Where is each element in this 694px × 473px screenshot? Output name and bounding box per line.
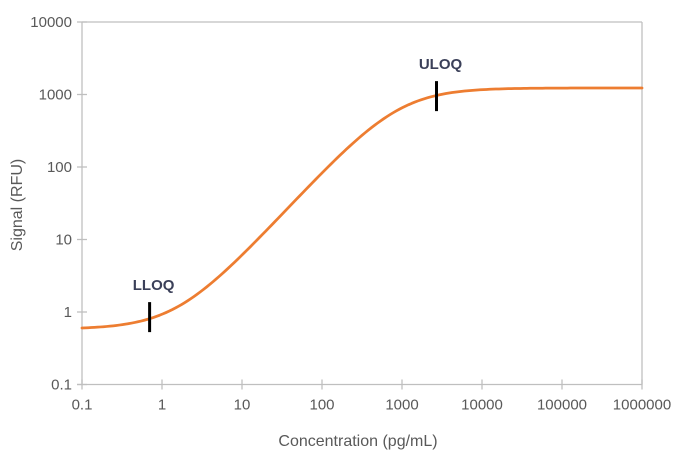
y-tick-label: 0.1 (51, 377, 72, 394)
uloq-label: ULOQ (419, 56, 463, 73)
x-tick-label: 10 (234, 397, 251, 414)
x-axis-title: Concentration (pg/mL) (278, 433, 437, 450)
tick-labels: 0.1 1 10 100 1000 10000 0.1 1 10 100 1000 10000 1000… (30, 14, 671, 414)
x-tick-label: 1000000 (613, 397, 671, 414)
x-tick-label: 100 (309, 397, 334, 414)
y-tick-label: 10 (55, 232, 72, 249)
y-tick-label: 10000 (30, 14, 72, 31)
dose-response-curve (80, 86, 644, 330)
x-tick-label: 1 (158, 397, 166, 414)
x-tick-label: 1000 (385, 397, 418, 414)
y-tick-label: 1 (64, 304, 72, 321)
y-axis-title: Signal (RFU) (9, 159, 26, 251)
axes (77, 21, 643, 390)
x-tick-label: 0.1 (72, 397, 93, 414)
lloq-label: LLOQ (133, 277, 175, 294)
y-tick-label: 1000 (39, 87, 72, 104)
x-tick-label: 100000 (537, 397, 587, 414)
annotations: LLOQ ULOQ (133, 56, 463, 333)
x-tick-label: 10000 (461, 397, 503, 414)
standard-curve-line (80, 86, 644, 330)
y-tick-label: 100 (47, 159, 72, 176)
